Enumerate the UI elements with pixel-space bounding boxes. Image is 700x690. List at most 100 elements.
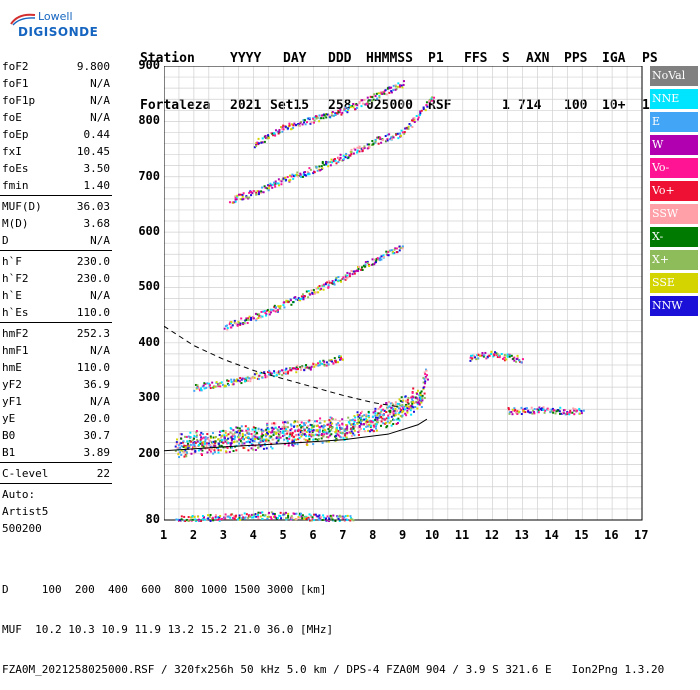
echo-dot xyxy=(302,298,304,300)
echo-dot xyxy=(305,435,307,437)
param-separator xyxy=(0,462,112,463)
header-label-2: DAY xyxy=(283,50,306,67)
echo-dot xyxy=(368,146,370,148)
param-key: yF2 xyxy=(2,376,22,393)
echo-dot xyxy=(275,180,277,182)
x-tick-label: 8 xyxy=(369,528,376,542)
echo-dot xyxy=(398,407,400,409)
echo-dot xyxy=(490,351,492,353)
echo-dot xyxy=(308,419,310,421)
echo-dot xyxy=(234,435,236,437)
echo-dot xyxy=(382,409,384,411)
echo-dot xyxy=(372,143,374,145)
x-tick-label: 9 xyxy=(399,528,406,542)
echo-dot xyxy=(292,367,294,369)
echo-dot xyxy=(194,451,196,453)
echo-dot xyxy=(522,358,524,360)
echo-dot xyxy=(258,138,260,140)
echo-dot xyxy=(363,423,365,425)
echo-dot xyxy=(357,147,359,149)
echo-dot xyxy=(209,384,211,386)
echo-dot xyxy=(193,516,195,518)
echo-dot xyxy=(252,429,254,431)
echo-dot xyxy=(351,151,353,153)
echo-dot xyxy=(337,422,339,424)
echo-dot xyxy=(225,385,227,387)
echo-dot xyxy=(563,412,565,414)
echo-dot xyxy=(258,378,260,380)
param-key: D xyxy=(2,232,9,249)
param-separator xyxy=(0,250,112,251)
echo-dot xyxy=(319,422,321,424)
echo-dot xyxy=(270,446,272,448)
echo-dot xyxy=(332,418,334,420)
echo-dot xyxy=(230,442,232,444)
echo-dot xyxy=(248,197,250,199)
echo-dot xyxy=(266,447,268,449)
echo-dot xyxy=(424,397,426,399)
echo-dot xyxy=(331,159,333,161)
x-tick-label: 5 xyxy=(280,528,287,542)
echo-dot xyxy=(246,513,248,515)
echo-dot xyxy=(335,419,337,421)
echo-dot xyxy=(405,414,407,416)
echo-dot xyxy=(340,157,342,159)
echo-dot xyxy=(256,372,258,374)
echo-dot xyxy=(276,442,278,444)
echo-dot xyxy=(212,432,214,434)
echo-dot xyxy=(252,449,254,451)
echo-dot xyxy=(509,356,511,358)
echo-dot xyxy=(211,448,213,450)
echo-dot xyxy=(346,426,348,428)
echo-dot xyxy=(300,435,302,437)
echo-dot xyxy=(362,269,364,271)
header-label-9: PPS xyxy=(564,50,587,67)
echo-dot xyxy=(252,440,254,442)
echo-dot xyxy=(398,419,400,421)
echo-dot xyxy=(240,322,242,324)
echo-dot xyxy=(311,292,313,294)
echo-dot xyxy=(416,115,418,117)
echo-dot xyxy=(335,277,337,279)
echo-dot xyxy=(323,435,325,437)
echo-dot xyxy=(304,295,306,297)
echo-dot xyxy=(251,433,253,435)
legend-item-x: X+ xyxy=(650,250,698,270)
echo-dot xyxy=(303,516,305,518)
echo-dot xyxy=(331,361,333,363)
echo-dot xyxy=(424,380,426,382)
echo-dot xyxy=(406,410,408,412)
echo-dot xyxy=(311,121,313,123)
echo-dot xyxy=(234,441,236,443)
echo-dot xyxy=(379,137,381,139)
echo-dot xyxy=(375,260,377,262)
echo-dot xyxy=(481,352,483,354)
echo-dot xyxy=(358,434,360,436)
echo-dot xyxy=(224,328,226,330)
echo-dot xyxy=(285,512,287,514)
echo-dot xyxy=(411,119,413,121)
echo-dot xyxy=(253,514,255,516)
echo-dot xyxy=(313,122,315,124)
echo-dot xyxy=(321,437,323,439)
echo-dot xyxy=(251,435,253,437)
echo-dot xyxy=(206,433,208,435)
echo-dot xyxy=(479,355,481,357)
echo-dot xyxy=(420,394,422,396)
echo-dot xyxy=(356,104,358,106)
echo-dot xyxy=(386,93,388,95)
echo-dot xyxy=(318,120,320,122)
echo-dot xyxy=(350,153,352,155)
echo-dot xyxy=(334,158,336,160)
echo-dot xyxy=(273,422,275,424)
echo-dot xyxy=(278,131,280,133)
echo-dot xyxy=(206,382,208,384)
echo-dot xyxy=(250,378,252,380)
echo-dot xyxy=(332,515,334,517)
echo-dot xyxy=(373,426,375,428)
echo-dot xyxy=(305,422,307,424)
echo-dot xyxy=(403,80,405,82)
echo-dot xyxy=(339,520,341,522)
